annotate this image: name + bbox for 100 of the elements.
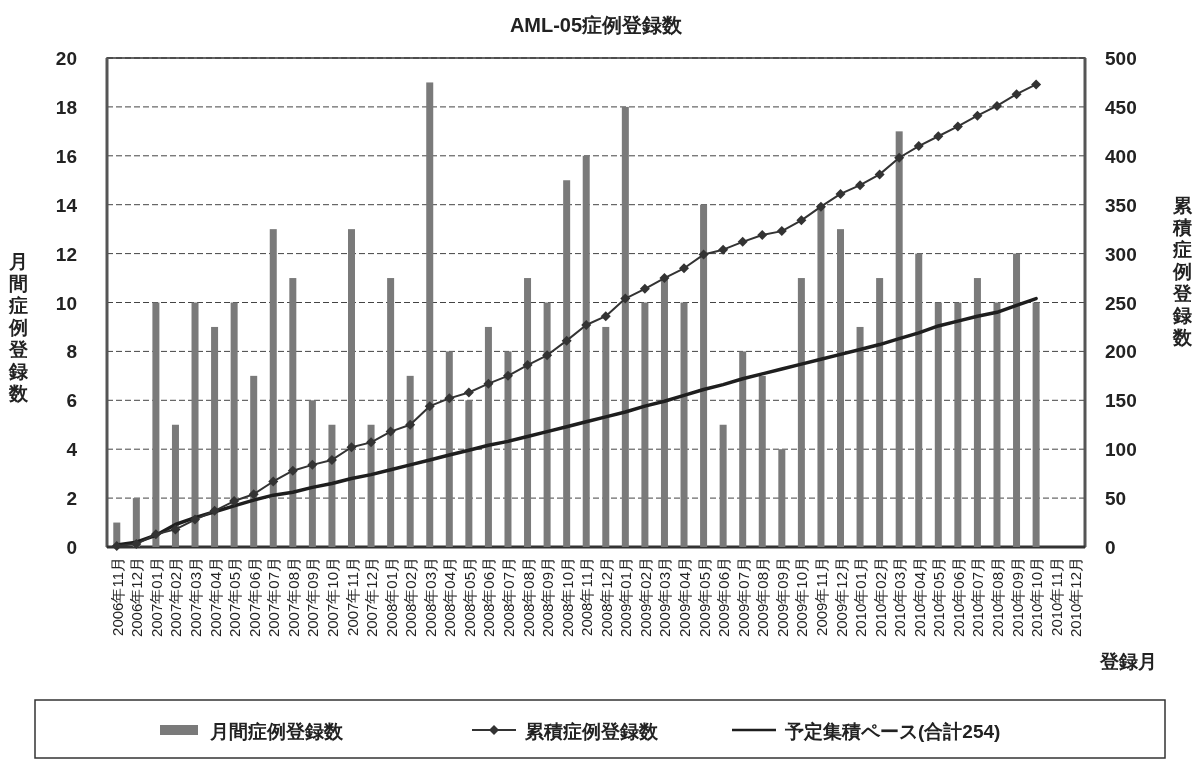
point (952, 121, 963, 132)
bar (739, 351, 747, 547)
x-tick-label: 2009年10月 (793, 557, 811, 638)
x-tick-label: 2009年05月 (695, 557, 713, 638)
x-tick-label: 2010年10月 (1028, 557, 1046, 638)
y2-tick-label: 300 (1105, 243, 1137, 265)
x-tick-label: 2010年03月 (891, 557, 909, 638)
bar (406, 375, 414, 547)
x-tick-label: 2008年08月 (519, 557, 537, 638)
bar (680, 302, 688, 547)
x-tick-label: 2007年05月 (226, 557, 244, 638)
point (874, 169, 885, 180)
x-tick-label: 2007年07月 (265, 557, 283, 638)
x-tick-label: 2008年07月 (499, 557, 517, 638)
point (894, 152, 905, 163)
x-tick-label: 2007年11月 (343, 557, 361, 636)
x-tick-label: 2010年07月 (969, 557, 987, 638)
chart-title: AML-05症例登録数 (509, 14, 684, 36)
x-tick-label: 2010年12月 (1067, 557, 1085, 638)
bar (504, 351, 512, 547)
point (170, 524, 181, 535)
bar (250, 375, 258, 547)
point (855, 180, 866, 191)
point (972, 110, 983, 121)
bar (426, 82, 434, 547)
y-tick-label: 12 (55, 243, 77, 265)
x-tick-label: 2007年06月 (245, 557, 263, 638)
point (639, 283, 650, 294)
y2-tick-label: 500 (1105, 48, 1137, 69)
x-tick-label: 2009年01月 (617, 557, 635, 638)
y-tick-label: 10 (55, 292, 77, 314)
x-tick-label: 2009年09月 (773, 557, 791, 638)
point (620, 293, 631, 304)
y2-tick-label: 350 (1105, 194, 1137, 216)
x-tick-label: 2008年06月 (480, 557, 498, 638)
x-tick-label: 2008年02月 (402, 557, 420, 638)
x-axis-title: 登録月 (1098, 651, 1157, 672)
bar (289, 278, 297, 547)
point (405, 419, 416, 430)
x-tick-label: 2009年08月 (754, 557, 772, 638)
bar (993, 302, 1001, 547)
bar (152, 302, 160, 547)
point (913, 141, 924, 152)
x-tick-label: 2008年05月 (460, 557, 478, 638)
x-tick-label: 2009年07月 (734, 557, 752, 638)
point (1011, 89, 1022, 100)
y-tick-label: 6 (66, 390, 77, 412)
bar (895, 131, 903, 547)
bar (700, 204, 708, 547)
x-tick-label: 2009年02月 (636, 557, 654, 638)
point (600, 311, 611, 322)
bar (954, 302, 962, 547)
bar (328, 424, 336, 547)
point (815, 201, 826, 212)
y-tick-label: 14 (55, 194, 78, 216)
y-tick-label: 2 (66, 488, 77, 510)
x-tick-label: 2008年04月 (441, 557, 459, 638)
bar (621, 106, 629, 547)
x-tick-label: 2010年11月 (1047, 557, 1065, 636)
point (502, 370, 513, 381)
x-tick-label: 2010年01月 (852, 557, 870, 638)
x-tick-label: 2007年04月 (206, 557, 224, 638)
point (796, 215, 807, 226)
x-tick-label: 2009年03月 (656, 557, 674, 638)
point (326, 454, 337, 465)
y-tick-label: 0 (66, 537, 77, 558)
point (248, 489, 259, 500)
point (991, 100, 1002, 111)
bar (797, 278, 805, 547)
bar (269, 229, 277, 547)
x-tick-label: 2009年12月 (832, 557, 850, 638)
y2-tick-label: 450 (1105, 96, 1137, 118)
point (463, 387, 474, 398)
x-tick-label: 2007年03月 (187, 557, 205, 638)
y2-tick-label: 100 (1105, 439, 1137, 461)
x-tick-label: 2007年02月 (167, 557, 185, 638)
bar (973, 278, 981, 547)
point (229, 496, 240, 507)
bar (915, 253, 923, 547)
point (307, 459, 318, 470)
x-tick-label: 2010年08月 (988, 557, 1006, 638)
y2-tick-label: 50 (1105, 488, 1127, 510)
point (776, 226, 787, 237)
y-tick-label: 16 (55, 145, 77, 167)
bar (484, 326, 492, 547)
bar (211, 326, 219, 547)
point (522, 360, 533, 371)
bar (582, 155, 590, 547)
y-tick-label: 8 (66, 341, 77, 363)
x-tick-label: 2006年12月 (128, 557, 146, 638)
legend-label: 累積症例登録数 (524, 721, 659, 742)
point (757, 230, 768, 241)
legend-label: 月間症例登録数 (209, 721, 344, 742)
bar (445, 351, 453, 547)
bar (758, 375, 766, 547)
point (718, 244, 729, 255)
point (131, 539, 142, 550)
legend-label: 予定集積ペース(合計254) (784, 721, 1001, 742)
y2-axis-title: 累積症例登録数 (1171, 195, 1193, 348)
x-tick-label: 2010年05月 (930, 557, 948, 638)
